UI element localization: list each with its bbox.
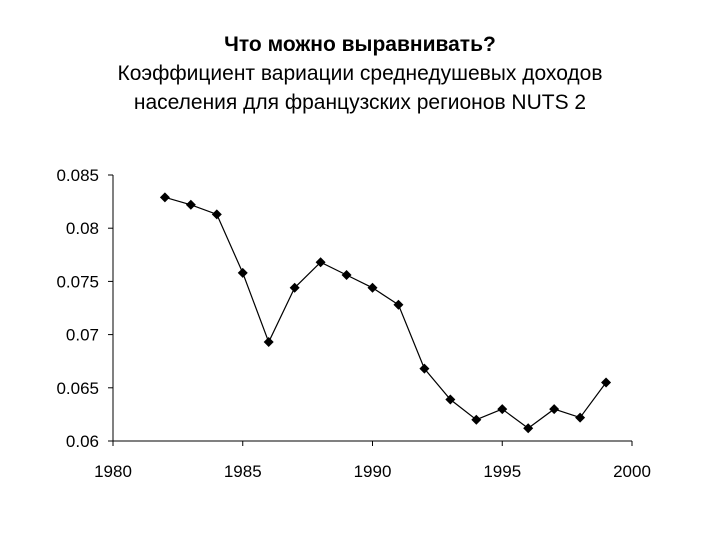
data-point-marker	[185, 199, 196, 210]
data-point-marker	[315, 257, 326, 268]
chart-subtitle-line-2: населения для французских регионов NUTS …	[133, 91, 587, 114]
data-point-marker	[393, 299, 404, 310]
data-point-marker	[237, 267, 248, 278]
chart-subtitle-line-1: Коэффициент вариации среднедушевых доход…	[117, 62, 603, 85]
data-point-marker	[263, 337, 274, 348]
y-tick-label: 0.065	[56, 379, 99, 398]
data-point-marker	[471, 414, 482, 425]
x-tick-label: 1995	[483, 462, 521, 481]
data-point-marker	[497, 404, 508, 415]
x-tick-label: 1990	[354, 462, 392, 481]
series-line	[164, 196, 607, 429]
data-point-marker	[575, 412, 586, 423]
y-tick-label: 0.06	[66, 432, 99, 451]
chart-title: Что можно выравнивать?	[224, 33, 496, 56]
data-point-marker	[549, 404, 560, 415]
data-point-marker	[523, 423, 534, 434]
x-tick-label: 1980	[94, 462, 132, 481]
data-point-marker	[419, 363, 430, 374]
x-tick-label: 1985	[224, 462, 262, 481]
data-point-marker	[445, 394, 456, 405]
y-tick-label: 0.07	[66, 326, 99, 345]
y-tick-label: 0.075	[56, 272, 99, 291]
data-point-marker	[601, 377, 612, 388]
y-tick-label: 0.08	[66, 219, 99, 238]
data-point-marker	[159, 192, 170, 203]
y-tick-label: 0.085	[56, 166, 99, 185]
data-point-marker	[341, 270, 352, 281]
data-point-marker	[211, 209, 222, 220]
x-tick-label: 2000	[613, 462, 651, 481]
data-point-marker	[289, 282, 300, 293]
data-point-marker	[367, 282, 378, 293]
